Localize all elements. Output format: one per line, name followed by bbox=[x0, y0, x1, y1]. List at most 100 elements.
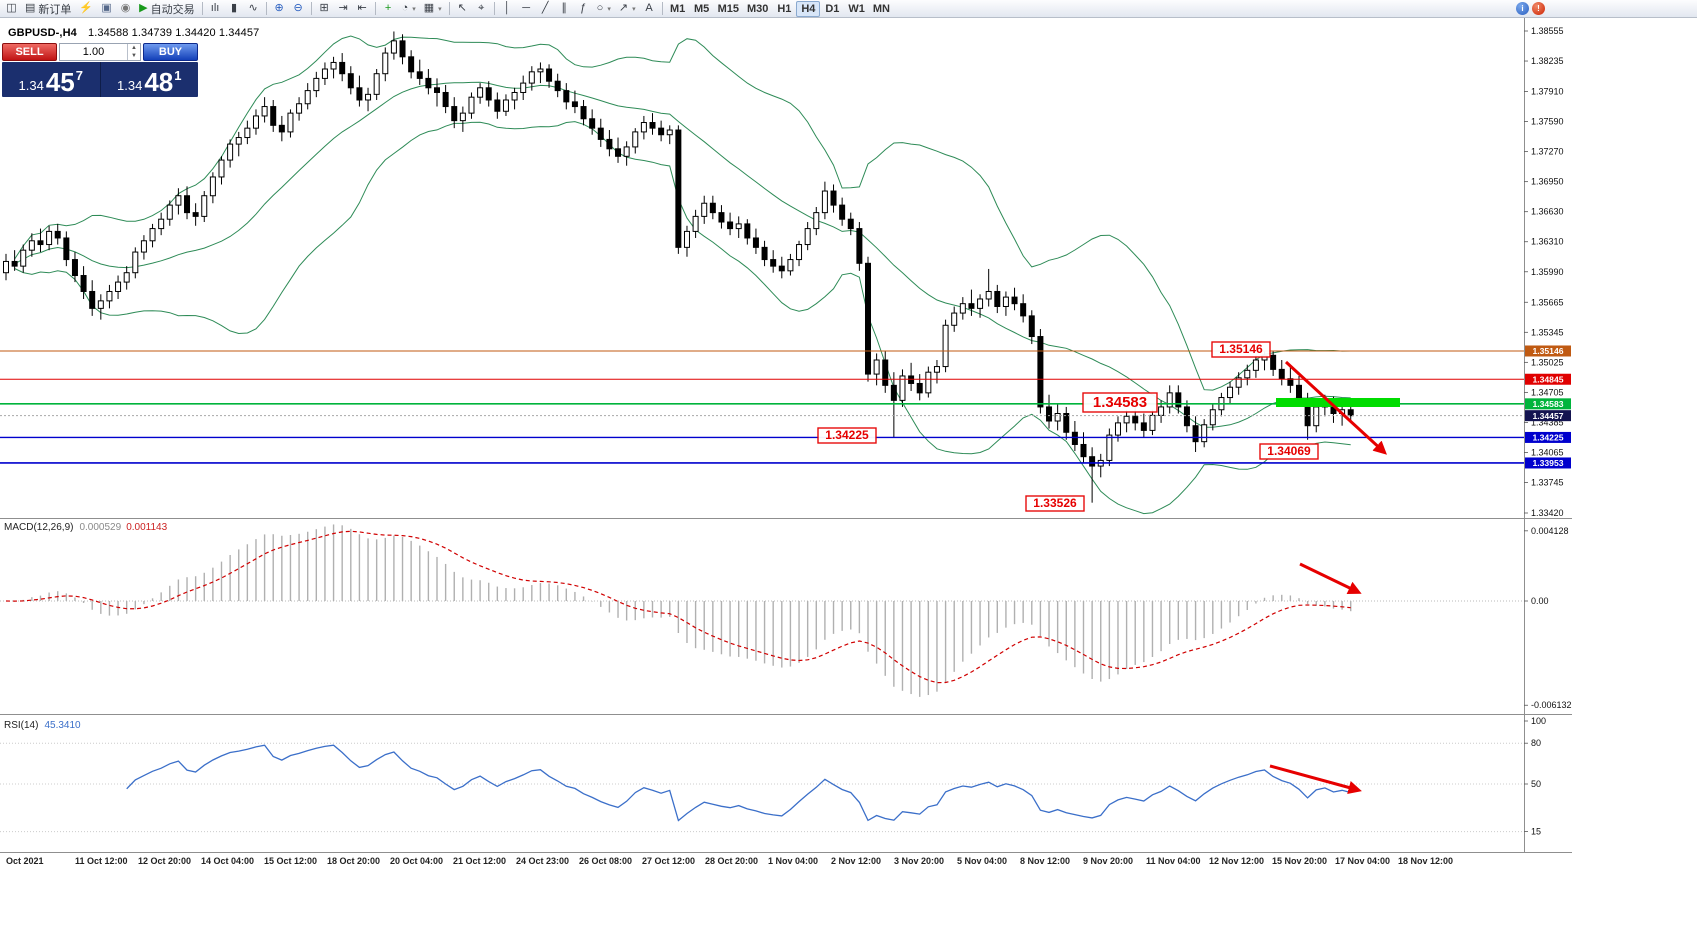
timeframe-w1-button[interactable]: W1 bbox=[844, 1, 869, 17]
periods-button[interactable]: ◔ ▾ bbox=[398, 1, 420, 17]
time-axis-label: 21 Oct 12:00 bbox=[453, 856, 506, 866]
chart-window: 1.38555 1.38235 1.37910 1.37590 1.37270 1.369… bbox=[0, 18, 1697, 941]
time-axis-label: 12 Oct 20:00 bbox=[138, 856, 191, 866]
highlight-zone[interactable] bbox=[1276, 398, 1400, 407]
time-axis-label: 20 Oct 04:00 bbox=[390, 856, 443, 866]
timeframe-m30-button[interactable]: M30 bbox=[743, 1, 772, 17]
price-callout-label: 1.34225 bbox=[825, 428, 869, 442]
time-axis-label: 3 Nov 20:00 bbox=[894, 856, 944, 866]
timeframe-m5-button[interactable]: M5 bbox=[690, 1, 714, 17]
arrows-button[interactable]: ↗ ▾ bbox=[615, 1, 640, 17]
timeframe-m15-button[interactable]: M15 bbox=[714, 1, 743, 17]
new-chart-button[interactable]: ◫ bbox=[2, 1, 21, 17]
price-tag-label: 1.34845 bbox=[1532, 374, 1563, 384]
macd-signal-value: 0.001143 bbox=[126, 522, 168, 533]
crosshair-icon: ⌖ bbox=[478, 2, 485, 14]
timeframe-button-group: M1 M5 M15 M30 H1 H4 D1 W1 MN bbox=[666, 0, 894, 18]
trendline-button[interactable]: ╱ bbox=[536, 1, 555, 17]
tile-windows-icon: ⊞ bbox=[319, 2, 329, 14]
time-axis-label: 1 Nov 04:00 bbox=[768, 856, 818, 866]
price-axis-label: 1.36310 bbox=[1531, 237, 1564, 247]
volume-value[interactable]: 1.00 bbox=[82, 46, 105, 58]
buy-button[interactable]: BUY bbox=[143, 43, 198, 61]
alerts-icon[interactable]: ! bbox=[1532, 2, 1545, 15]
new-order-button[interactable]: ▤ 新订单 bbox=[21, 1, 75, 17]
timeframe-h1-button[interactable]: H1 bbox=[772, 1, 796, 17]
data-window-button[interactable]: ◉ bbox=[116, 1, 135, 17]
stepper-down-icon[interactable]: ▼ bbox=[131, 53, 137, 59]
time-axis-label: 2 Nov 12:00 bbox=[831, 856, 881, 866]
bid-price-prefix: 1.34 bbox=[18, 78, 44, 93]
ask-price-display[interactable]: 1.34 48 1 bbox=[99, 62, 199, 98]
price-callout-box[interactable] bbox=[817, 427, 877, 444]
bid-price-display[interactable]: 1.34 45 7 bbox=[2, 62, 100, 97]
macd-axis-label: 0.004128 bbox=[1531, 526, 1569, 536]
horizontal-line-button[interactable]: ─ bbox=[517, 1, 536, 17]
trend-arrow[interactable] bbox=[1299, 562, 1362, 594]
price-tag bbox=[1525, 431, 1571, 443]
data-window-icon: ◉ bbox=[120, 2, 131, 14]
print-button[interactable]: ▣ bbox=[97, 1, 116, 17]
price-axis-label: 1.34385 bbox=[1531, 417, 1564, 427]
fibonacci-button[interactable]: ƒ bbox=[574, 1, 593, 17]
sell-button[interactable]: SELL bbox=[2, 43, 57, 61]
shapes-button[interactable]: ○ ▾ bbox=[593, 1, 615, 17]
zoom-out-icon: ⊖ bbox=[293, 2, 303, 14]
volume-field[interactable]: 1.00 ▲ ▼ bbox=[59, 43, 141, 61]
price-chart-canvas[interactable]: 1.38555 1.38235 1.37910 1.37590 1.37270 1.369… bbox=[0, 18, 1697, 941]
text-button[interactable]: A bbox=[640, 1, 659, 17]
price-callout-box[interactable] bbox=[1025, 495, 1085, 512]
tile-windows-button[interactable]: ⊞ bbox=[315, 1, 334, 17]
timeframe-d1-button[interactable]: D1 bbox=[820, 1, 844, 17]
quick-trading-button[interactable]: ⚡ bbox=[75, 1, 97, 17]
macd-signal-line bbox=[5, 530, 1351, 684]
timeframe-m1-button[interactable]: M1 bbox=[666, 1, 690, 17]
price-callout-box[interactable] bbox=[1259, 443, 1319, 460]
indicators-button[interactable]: + bbox=[379, 1, 398, 17]
vertical-line-button[interactable]: │ bbox=[498, 1, 517, 17]
bar-chart-button[interactable]: ılı bbox=[206, 1, 225, 17]
zoom-in-button[interactable]: ⊕ bbox=[270, 1, 289, 17]
chart-shift-button[interactable]: ⇤ bbox=[353, 1, 372, 17]
price-axis-label: 1.38555 bbox=[1531, 26, 1564, 36]
autotrading-button[interactable]: ▶ 自动交易 bbox=[135, 1, 198, 17]
price-axis-label: 1.33420 bbox=[1531, 508, 1564, 518]
rsi-axis-label: 15 bbox=[1531, 827, 1541, 837]
stepper-up-icon[interactable]: ▲ bbox=[131, 45, 137, 51]
quick-trading-icon: ⚡ bbox=[79, 2, 94, 14]
cursor-button[interactable]: ↖ bbox=[453, 1, 472, 17]
crosshair-button[interactable]: ⌖ bbox=[472, 1, 491, 17]
time-axis-label: 5 Nov 04:00 bbox=[957, 856, 1007, 866]
ask-price-big: 48 bbox=[144, 67, 174, 98]
price-callout-box[interactable] bbox=[1211, 341, 1271, 358]
time-axis-label: 27 Oct 12:00 bbox=[642, 856, 695, 866]
zoom-out-button[interactable]: ⊖ bbox=[289, 1, 308, 17]
macd-indicator-label: MACD(12,26,9) 0.000529 0.001143 bbox=[4, 522, 167, 533]
line-chart-button[interactable]: ∿ bbox=[244, 1, 263, 17]
time-axis-label: 14 Oct 04:00 bbox=[201, 856, 254, 866]
time-axis-label: 11 Nov 04:00 bbox=[1146, 856, 1201, 866]
templates-button[interactable]: ▦ ▾ bbox=[420, 1, 446, 17]
symbol-period-label: GBPUSD-,H4 bbox=[8, 27, 77, 39]
toolbar-separator bbox=[201, 2, 203, 15]
candlestick-chart-button[interactable]: ▮ bbox=[225, 1, 244, 17]
trend-arrow[interactable] bbox=[1269, 764, 1362, 795]
autotrading-label: 自动交易 bbox=[150, 3, 195, 16]
timeframe-h4-button[interactable]: H4 bbox=[796, 0, 821, 17]
auto-scroll-button[interactable]: ⇥ bbox=[334, 1, 353, 17]
toolbar-button-group: ◫ ▤ 新订单 ⚡ ▣ ◉ ▶ 自动交易 ılı ▮ ∿ ⊕ ⊖ ⊞ ⇥ ⇤ + ◔ ▾ ▦ ▾ ↖ ⌖ │ ─ ╱ ∥ ƒ ○ ▾ ↗ ▾ A bbox=[2, 0, 666, 18]
volume-stepper[interactable]: ▲ ▼ bbox=[127, 44, 140, 60]
timeframe-mn-button[interactable]: MN bbox=[869, 1, 894, 17]
rsi-axis-label: 80 bbox=[1531, 738, 1541, 748]
price-callout-box[interactable] bbox=[1082, 392, 1158, 413]
connection-status-icon[interactable]: i bbox=[1516, 2, 1529, 15]
price-tag-label: 1.35146 bbox=[1532, 346, 1563, 356]
one-click-controls-row: SELL 1.00 ▲ ▼ BUY bbox=[2, 43, 198, 61]
ask-price-prefix: 1.34 bbox=[117, 78, 143, 93]
price-axis-label: 1.36630 bbox=[1531, 207, 1564, 217]
caret-down-icon: ▾ bbox=[438, 5, 442, 13]
time-axis-label: 26 Oct 08:00 bbox=[579, 856, 632, 866]
equidistant-channel-button[interactable]: ∥ bbox=[555, 1, 574, 17]
print-icon: ▣ bbox=[101, 2, 112, 14]
trend-arrow[interactable] bbox=[1284, 360, 1387, 455]
